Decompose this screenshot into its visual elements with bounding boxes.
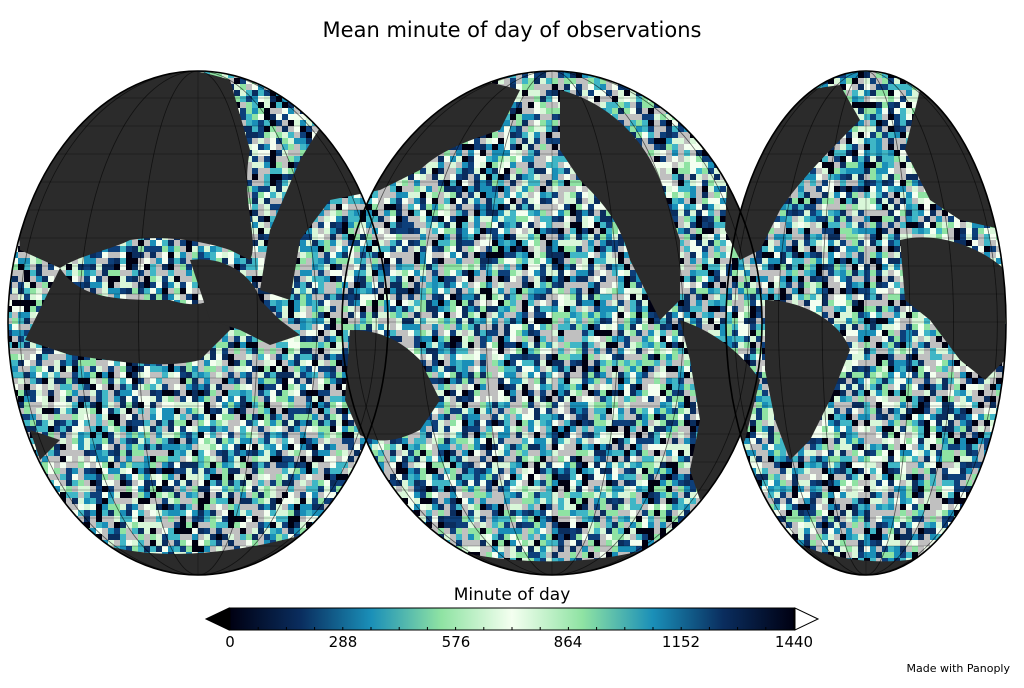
lobe-outlines	[7, 70, 1007, 576]
colorbar-under-arrow	[204, 607, 230, 631]
lobe-outline-right	[725, 70, 1007, 576]
land-australia-west	[30, 430, 60, 460]
land-africa-west	[900, 237, 1005, 380]
land-australia	[345, 330, 440, 441]
land-south-america-east	[765, 300, 850, 460]
land-africa-east	[25, 268, 230, 365]
lobe-outline-left	[7, 70, 389, 576]
land-europe	[905, 90, 1005, 230]
colorbar-tick-label: 288	[328, 633, 358, 651]
lobe-outline-middle	[341, 70, 763, 576]
colorbar-gradient	[229, 607, 795, 631]
credit-text: Made with Panoply	[906, 662, 1010, 675]
colorbar-ticks	[257, 627, 767, 630]
colorbar-tick-label: 0	[225, 633, 235, 651]
colorbar-over-arrow	[794, 607, 820, 631]
colorbar-tick-label: 1152	[661, 633, 701, 651]
land-north-america-west	[560, 90, 680, 320]
colorbar-tick-label: 864	[553, 633, 583, 651]
colorbar-title: Minute of day	[453, 585, 571, 605]
colorbar-tick-label: 576	[441, 633, 471, 651]
map-title: Mean minute of day of observations	[322, 18, 702, 42]
graticule	[8, 71, 1006, 575]
colorbar	[204, 607, 820, 631]
colorbar-tick-label: 1440	[774, 633, 814, 651]
land-south-america-west	[680, 320, 760, 500]
land-asia-south	[190, 259, 300, 345]
